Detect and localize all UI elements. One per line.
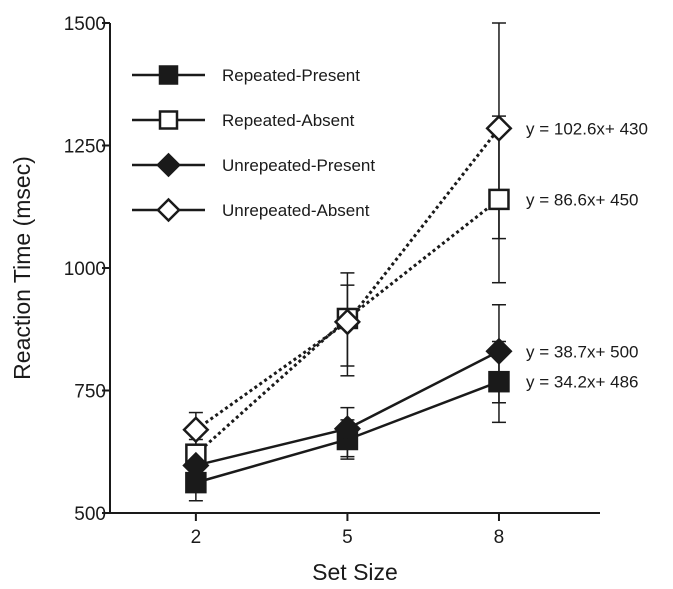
x-tick-label: 5 <box>342 527 353 548</box>
legend-marker-repeated-present <box>158 65 179 85</box>
legend-label-unrepeated-absent: Unrepeated-Absent <box>222 201 370 220</box>
equation-unrepeated-present: y = 38.7x+ 500 <box>526 342 638 361</box>
data-markers <box>182 114 513 494</box>
y-axis-title: Reaction Time (msec) <box>9 156 35 380</box>
point-repeated-absent <box>488 188 510 211</box>
axes: 500 750 1000 1250 1500 2 5 8 <box>64 14 600 548</box>
equation-repeated-absent: y = 86.6x+ 450 <box>526 190 638 209</box>
series-line-repeated-absent <box>194 198 500 456</box>
legend: Repeated-Present Repeated-Absent Unrepeate… <box>132 65 375 223</box>
point-repeated-present <box>488 370 510 393</box>
y-tick-label: 1250 <box>64 137 106 158</box>
y-tick-label: 1500 <box>64 14 106 35</box>
point-unrepeated-present <box>485 337 513 365</box>
equation-unrepeated-absent: y = 102.6x+ 430 <box>526 119 648 138</box>
legend-label-unrepeated-present: Unrepeated-Present <box>222 156 375 175</box>
legend-marker-unrepeated-absent <box>156 197 181 223</box>
legend-label-repeated-absent: Repeated-Absent <box>222 111 355 130</box>
y-tick-label: 750 <box>74 382 106 403</box>
legend-label-repeated-present: Repeated-Present <box>222 66 360 85</box>
y-tick-label: 500 <box>74 504 106 525</box>
equation-repeated-present: y = 34.2x+ 486 <box>526 373 638 392</box>
point-unrepeated-absent <box>182 416 210 444</box>
legend-marker-unrepeated-present <box>156 152 181 178</box>
x-axis-title: Set Size <box>312 559 398 585</box>
point-unrepeated-present <box>182 451 210 480</box>
series-line-unrepeated-absent <box>195 127 501 431</box>
legend-marker-repeated-absent <box>158 110 179 130</box>
x-tick-label: 2 <box>191 527 202 548</box>
y-tick-label: 1000 <box>64 259 106 280</box>
x-tick-label: 8 <box>494 527 505 548</box>
point-unrepeated-present <box>333 415 361 443</box>
point-unrepeated-absent <box>333 308 361 336</box>
regression-equations: y = 34.2x+ 486 y = 86.6x+ 450 y = 38.7x+ 5… <box>526 119 648 391</box>
point-unrepeated-absent <box>485 114 513 142</box>
